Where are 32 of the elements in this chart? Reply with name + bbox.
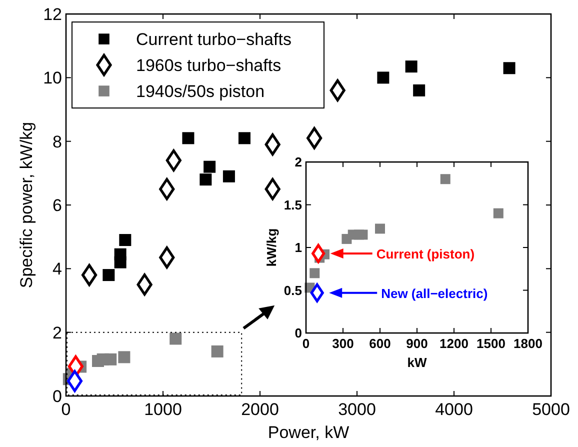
x-tick-label: 2000 [241,400,279,419]
y-tick-label: 8 [52,132,62,152]
y-tick-label: 0 [294,326,302,341]
y-tick-label: 1 [294,240,302,256]
y-tick-label: 12 [43,4,62,24]
x-tick-label: 1500 [476,336,506,351]
x-tick-label: 5000 [532,400,570,419]
x-axis-title: kW [407,355,428,370]
x-tick-label: 600 [369,336,391,351]
x-axis-title: Power, kW [268,423,350,442]
y-tick-label: 1.5 [284,197,302,212]
x-tick-label: 1800 [514,336,542,351]
y-tick-label: 10 [43,68,62,88]
x-tick-label: 1000 [144,400,182,419]
y-tick-label: 0 [52,386,62,406]
x-tick-label: 300 [332,336,354,351]
legend-label: 1960s turbo−shafts [136,56,282,75]
annotation: Current (piston) [376,246,475,262]
legend-label: 1940s/50s piston [136,82,265,101]
annotation: New (all−electric) [381,286,488,301]
x-tick-label: 900 [406,336,428,351]
y-tick-label: 4 [52,260,62,279]
legend-label: Current turbo−shafts [136,30,292,49]
y-tick-label: 2 [52,323,62,342]
x-tick-label: 3000 [338,400,376,419]
y-axis-title: Specific power, kW/kg [17,122,36,288]
y-tick-label: 6 [52,196,62,215]
y-tick-label: 2 [294,154,302,170]
x-tick-label: 4000 [435,400,473,419]
y-tick-label: 0.5 [284,282,302,298]
x-tick-label: 1200 [440,336,468,351]
y-axis-title: kW/kg [264,228,279,267]
